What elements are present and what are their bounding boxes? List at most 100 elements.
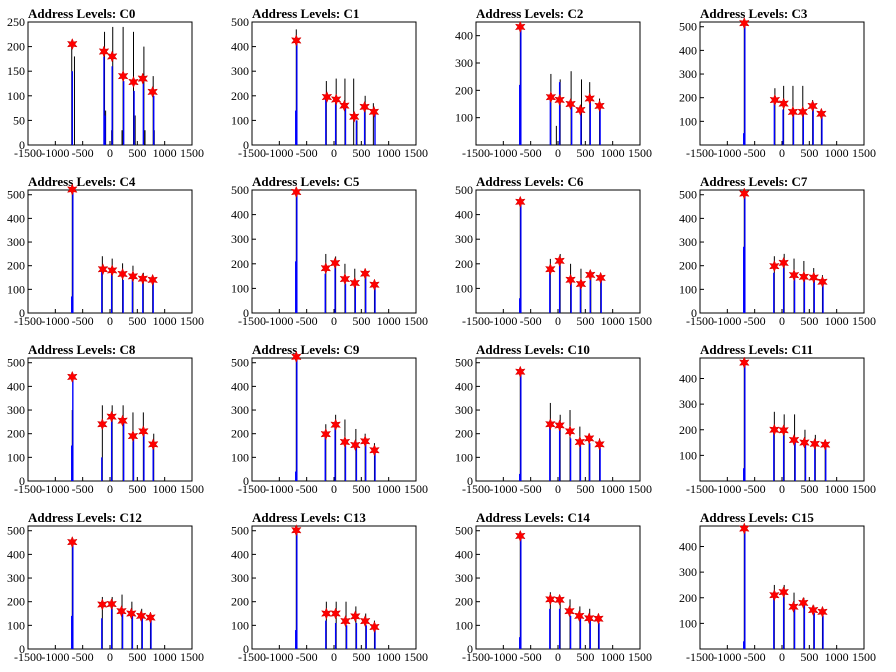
chart-plot: 100 200 300 400 500 -1500 -1000 -500 0 500 1000 150…	[679, 17, 876, 160]
chart-plot: 100 200 300 400 500 -1500 -1000 -500 0 500 1000 150…	[455, 183, 652, 328]
peak-marker	[135, 609, 147, 623]
x-tick-label: 1500	[180, 650, 204, 664]
peak-marker	[595, 271, 606, 284]
x-tick-label: 500	[352, 146, 370, 160]
peak-marker	[575, 277, 587, 291]
y-tick-label: 100	[7, 282, 25, 296]
x-tick-label: 1500	[404, 314, 428, 328]
chart-panel: Address Levels: C15 100 200 300 400 -1500 -100…	[672, 504, 896, 672]
peak-marker	[554, 593, 565, 606]
peak-marker	[359, 267, 371, 280]
y-tick-label: 100	[679, 282, 697, 296]
x-tick-label: -1000	[713, 314, 741, 328]
peak-marker	[583, 432, 595, 445]
y-tick-label: 500	[455, 524, 473, 538]
chart-title: Address Levels: C5	[252, 174, 360, 189]
x-tick-label: -500	[296, 146, 318, 160]
chart-title: Address Levels: C0	[28, 6, 136, 21]
peak-marker	[544, 263, 556, 276]
x-tick-label: -1500	[686, 146, 714, 160]
x-tick-label: 1500	[852, 146, 876, 160]
peak-marker	[738, 522, 750, 535]
chart-panel: Address Levels: C8 0 100 200 300 400 500 -1500-…	[0, 336, 224, 504]
chart-title: Address Levels: C13	[252, 510, 366, 525]
x-tick-label: -1500	[238, 146, 266, 160]
x-tick-label: 1500	[628, 146, 652, 160]
chart-panel: Address Levels: C2 100 200 300 400 -1500 -1000…	[448, 0, 672, 168]
peak-marker	[816, 107, 827, 120]
chart-panel: Address Levels: C14 0 100 200 300 400 500 -1500…	[448, 504, 672, 672]
x-tick-label: -1000	[265, 482, 293, 496]
peak-marker	[544, 418, 556, 431]
x-tick-label: -1000	[713, 482, 741, 496]
peak-marker	[359, 435, 371, 448]
x-tick-label: 500	[128, 482, 146, 496]
x-tick-label: 0	[331, 482, 337, 496]
peak-marker	[117, 69, 129, 83]
y-tick-label: 500	[231, 356, 249, 370]
x-tick-label: -1500	[14, 314, 42, 328]
peak-marker	[738, 17, 750, 30]
peak-marker	[514, 20, 526, 34]
y-tick-label: 500	[455, 356, 473, 370]
plot-frame	[699, 357, 865, 482]
x-tick-label: 1000	[377, 650, 401, 664]
peak-marker	[788, 268, 800, 282]
x-tick-label: 1000	[377, 482, 401, 496]
peak-marker	[98, 45, 110, 58]
y-tick-label: 200	[7, 259, 25, 273]
peak-marker	[817, 605, 828, 619]
x-tick-label: 1000	[825, 146, 849, 160]
y-tick-label: 100	[231, 450, 249, 464]
y-tick-label: 50	[13, 113, 25, 127]
chart-plot: 0 100 200 300 400 500 -1500 -1000 -500 0 500 1000 15…	[7, 356, 204, 496]
peak-marker	[348, 110, 360, 123]
y-tick-label: 400	[231, 547, 249, 561]
y-tick-label: 200	[455, 427, 473, 441]
plot-frame	[699, 21, 865, 146]
chart-plot: 100 200 300 400 -1500 -1000 -500 0 500 1000 1500	[679, 356, 876, 496]
x-tick-label: 1000	[153, 146, 177, 160]
x-tick-label: -500	[72, 146, 94, 160]
x-tick-label: 1500	[852, 650, 876, 664]
y-tick-label: 0	[243, 306, 249, 320]
x-tick-label: 500	[800, 146, 818, 160]
x-tick-label: -1000	[713, 650, 741, 664]
y-tick-label: 400	[679, 211, 697, 225]
y-tick-label: 100	[231, 618, 249, 632]
y-tick-label: 100	[7, 89, 25, 103]
y-tick-label: 100	[679, 448, 697, 462]
x-tick-label: -1000	[489, 482, 517, 496]
y-tick-label: 100	[455, 281, 473, 295]
peak-marker	[97, 263, 109, 276]
x-tick-label: 0	[331, 146, 337, 160]
chart-plot: 100 200 300 400 -1500 -1000 -500 0 500 1000 1500	[455, 20, 652, 160]
peak-marker	[349, 276, 361, 290]
peak-marker	[290, 185, 302, 199]
chart-plot: 0 100 200 300 400 500 -1500 -1000 -500 0 500 1000 15…	[7, 524, 204, 664]
peak-marker	[768, 423, 780, 436]
x-tick-label: -500	[744, 146, 766, 160]
plot-frame	[475, 525, 641, 650]
peak-marker	[147, 273, 158, 287]
x-tick-label: 500	[800, 482, 818, 496]
y-tick-label: 300	[455, 232, 473, 246]
x-tick-label: -1000	[713, 146, 741, 160]
y-tick-label: 300	[7, 571, 25, 585]
y-tick-label: 400	[231, 208, 249, 222]
peak-marker	[106, 50, 118, 63]
x-tick-label: 0	[331, 314, 337, 328]
x-tick-label: -500	[296, 482, 318, 496]
y-tick-label: 200	[679, 423, 697, 437]
y-tick-label: 0	[19, 474, 25, 488]
y-tick-label: 300	[455, 403, 473, 417]
y-tick-label: 0	[19, 138, 25, 152]
x-tick-label: -500	[520, 482, 542, 496]
chart-title: Address Levels: C2	[476, 6, 584, 21]
peak-marker	[359, 100, 370, 114]
x-tick-label: 500	[576, 146, 594, 160]
y-tick-label: 500	[7, 524, 25, 538]
x-tick-label: 0	[779, 482, 785, 496]
x-tick-label: -1500	[238, 650, 266, 664]
